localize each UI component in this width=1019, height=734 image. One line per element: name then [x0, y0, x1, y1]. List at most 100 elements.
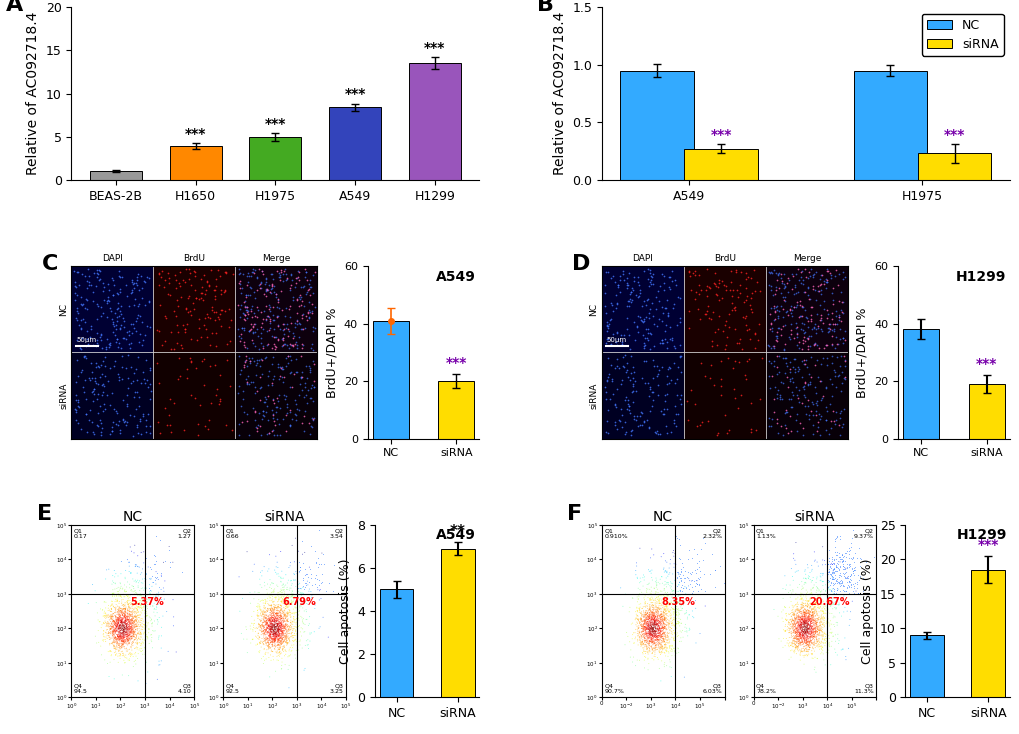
- Point: [123, 606, 140, 617]
- Point: [789, 264, 805, 275]
- Point: [655, 659, 672, 671]
- Point: [110, 590, 126, 602]
- Point: [251, 610, 267, 622]
- Point: [656, 586, 673, 598]
- Point: [261, 617, 277, 628]
- Point: [792, 277, 808, 288]
- Point: [804, 632, 820, 644]
- Point: [133, 637, 150, 649]
- Point: [123, 622, 140, 633]
- Point: [662, 374, 679, 385]
- Point: [128, 386, 145, 398]
- Point: [107, 632, 123, 644]
- Point: [297, 377, 313, 389]
- Point: [258, 618, 274, 630]
- Point: [127, 560, 144, 572]
- Point: [260, 628, 276, 639]
- Point: [641, 628, 657, 640]
- Point: [790, 615, 806, 627]
- Point: [788, 617, 804, 629]
- Point: [654, 614, 671, 626]
- Point: [813, 594, 829, 606]
- Point: [179, 306, 196, 318]
- Point: [144, 581, 160, 592]
- Point: [269, 620, 285, 632]
- Point: [287, 625, 304, 637]
- Point: [279, 606, 296, 618]
- Point: [813, 608, 829, 620]
- Point: [108, 633, 124, 644]
- Point: [781, 375, 797, 387]
- Point: [85, 385, 101, 397]
- Point: [801, 628, 817, 640]
- Point: [110, 639, 126, 651]
- Point: [104, 622, 120, 634]
- Point: [276, 636, 292, 647]
- Point: [152, 659, 168, 671]
- Point: [265, 625, 281, 637]
- Point: [765, 302, 782, 314]
- Point: [785, 624, 801, 636]
- Point: [276, 636, 292, 647]
- Point: [790, 603, 806, 615]
- Point: [668, 532, 685, 544]
- Point: [798, 573, 814, 585]
- Point: [792, 619, 808, 631]
- Point: [256, 627, 272, 639]
- Point: [280, 597, 297, 608]
- Point: [300, 619, 316, 631]
- Point: [809, 590, 825, 602]
- Point: [783, 644, 799, 656]
- Point: [129, 606, 146, 618]
- Point: [273, 635, 289, 647]
- Point: [293, 371, 310, 383]
- Point: [270, 617, 286, 629]
- Point: [672, 350, 688, 362]
- Point: [93, 640, 109, 652]
- Point: [255, 625, 271, 636]
- Point: [657, 378, 674, 390]
- Point: [102, 610, 118, 622]
- Point: [291, 318, 308, 330]
- Point: [793, 627, 809, 639]
- Point: [655, 630, 672, 642]
- Point: [638, 617, 654, 629]
- Point: [650, 634, 666, 646]
- Point: [781, 631, 797, 643]
- Point: [266, 633, 282, 644]
- Point: [106, 602, 122, 614]
- Point: [291, 605, 308, 617]
- Point: [792, 638, 808, 650]
- Point: [269, 608, 285, 619]
- Point: [787, 636, 803, 647]
- Point: [718, 331, 735, 343]
- Point: [115, 624, 131, 636]
- Point: [117, 619, 133, 631]
- Point: [106, 625, 122, 636]
- Point: [791, 636, 807, 648]
- Point: [776, 625, 793, 637]
- Point: [766, 381, 783, 393]
- Point: [114, 631, 130, 643]
- Point: [112, 626, 128, 638]
- Point: [813, 629, 829, 641]
- Point: [797, 628, 813, 639]
- Point: [137, 588, 153, 600]
- Point: [656, 657, 673, 669]
- Point: [802, 635, 818, 647]
- Point: [796, 617, 812, 628]
- Point: [798, 644, 814, 655]
- Point: [110, 617, 126, 629]
- Point: [802, 405, 818, 417]
- Point: [630, 628, 646, 639]
- Point: [107, 619, 123, 631]
- Point: [142, 426, 158, 438]
- Point: [776, 306, 793, 318]
- Point: [672, 539, 688, 550]
- Point: [789, 623, 805, 635]
- Point: [801, 631, 817, 642]
- Point: [133, 590, 150, 602]
- Point: [792, 623, 808, 635]
- Point: [260, 338, 276, 350]
- Point: [258, 653, 274, 665]
